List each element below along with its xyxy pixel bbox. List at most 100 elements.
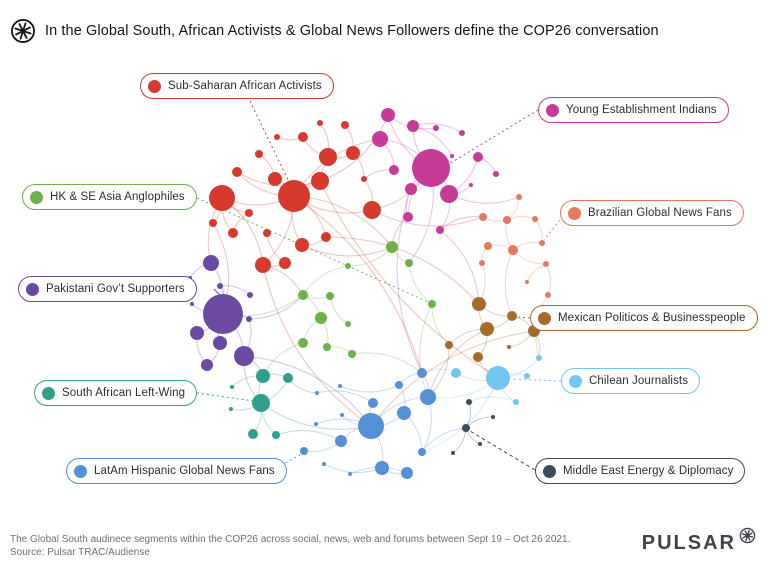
node-hk-se-asia-anglophiles [386, 241, 398, 253]
cluster-dot-south-african-left-wing [42, 386, 55, 400]
node-pakistani-govt-supporters [234, 346, 254, 366]
node-sub-saharan-african-activists [209, 185, 235, 211]
node-middle-east-energy-diplomacy [462, 424, 470, 432]
node-pakistani-govt-supporters [217, 283, 223, 289]
node-pakistani-govt-supporters [213, 336, 227, 350]
node-hk-se-asia-anglophiles [315, 312, 327, 324]
node-young-establishment-indians [372, 131, 388, 147]
cluster-dot-chilean-journalists [569, 374, 582, 388]
cluster-label-text: Pakistani Gov’t Supporters [46, 283, 185, 295]
node-young-establishment-indians [450, 154, 454, 158]
node-young-establishment-indians [433, 125, 439, 131]
node-pakistani-govt-supporters [203, 255, 219, 271]
node-south-african-left-wing [283, 373, 293, 383]
node-brazilian-global-news-fans [539, 240, 545, 246]
node-sub-saharan-african-activists [245, 209, 253, 217]
node-latam-hispanic-global-news-fans [420, 389, 436, 405]
node-brazilian-global-news-fans [508, 245, 518, 255]
node-mexican-politicos-businesspeople [472, 297, 486, 311]
node-sub-saharan-african-activists [346, 146, 360, 160]
node-sub-saharan-african-activists [363, 201, 381, 219]
edge [504, 249, 514, 317]
label-connector-brazilian-global-news-fans [543, 219, 561, 241]
node-sub-saharan-african-activists [278, 180, 310, 212]
cluster-label-latam-hispanic-global-news-fans: LatAm Hispanic Global News Fans [66, 458, 287, 484]
node-latam-hispanic-global-news-fans [300, 447, 308, 455]
node-south-african-left-wing [230, 385, 234, 389]
edge [448, 193, 520, 204]
node-sub-saharan-african-activists [319, 148, 337, 166]
node-sub-saharan-african-activists [295, 238, 309, 252]
node-middle-east-energy-diplomacy [478, 442, 482, 446]
edge [293, 195, 423, 374]
edge [302, 265, 349, 296]
node-brazilian-global-news-fans [479, 260, 485, 266]
cluster-label-young-establishment-indians: Young Establishment Indians [538, 97, 729, 123]
pulsar-logo-icon [10, 18, 36, 44]
node-middle-east-energy-diplomacy [491, 415, 495, 419]
edge [319, 180, 499, 379]
label-connector-mexican-politicos-businesspeople [516, 316, 531, 319]
caption-line: The Global South audinece segments withi… [10, 534, 571, 545]
node-latam-hispanic-global-news-fans [395, 381, 403, 389]
node-pakistani-govt-supporters [190, 302, 194, 306]
edge [512, 249, 547, 265]
edge [452, 427, 467, 454]
edge [243, 355, 372, 427]
cluster-label-text: LatAm Hispanic Global News Fans [94, 465, 275, 477]
edge [275, 430, 342, 442]
node-brazilian-global-news-fans [516, 194, 522, 200]
node-latam-hispanic-global-news-fans [340, 413, 344, 417]
node-pakistani-govt-supporters [201, 359, 213, 371]
chart-caption: The Global South audinece segments withi… [10, 533, 570, 559]
label-connector-middle-east-energy-diplomacy [469, 430, 536, 471]
node-latam-hispanic-global-news-fans [358, 413, 384, 439]
cluster-dot-pakistani-govt-supporters [26, 282, 39, 296]
edge [325, 236, 480, 305]
cluster-label-brazilian-global-news-fans: Brazilian Global News Fans [560, 200, 744, 226]
cluster-label-text: Chilean Journalists [589, 375, 689, 387]
node-young-establishment-indians [405, 183, 417, 195]
node-sub-saharan-african-activists [279, 257, 291, 269]
node-hk-se-asia-anglophiles [345, 263, 351, 269]
edge [323, 463, 383, 474]
node-sub-saharan-african-activists [311, 172, 329, 190]
node-middle-east-energy-diplomacy [466, 399, 472, 405]
cluster-label-text: Brazilian Global News Fans [588, 207, 732, 219]
node-latam-hispanic-global-news-fans [348, 472, 352, 476]
cluster-dot-latam-hispanic-global-news-fans [74, 464, 87, 478]
node-mexican-politicos-businesspeople [473, 352, 483, 362]
node-south-african-left-wing [272, 431, 280, 439]
cluster-label-text: South African Left-Wing [62, 387, 186, 399]
node-latam-hispanic-global-news-fans [314, 422, 318, 426]
node-mexican-politicos-businesspeople [507, 311, 517, 321]
node-sub-saharan-african-activists [321, 232, 331, 242]
edge [427, 328, 488, 398]
node-young-establishment-indians [436, 226, 444, 234]
node-young-establishment-indians [459, 130, 465, 136]
cluster-label-text: Middle East Energy & Diplomacy [563, 465, 734, 477]
footer: The Global South audinece segments withi… [0, 524, 768, 576]
edge [419, 303, 433, 398]
cluster-dot-mexican-politicos-businesspeople [538, 311, 551, 325]
node-hk-se-asia-anglophiles [298, 338, 308, 348]
node-hk-se-asia-anglophiles [348, 350, 356, 358]
node-hk-se-asia-anglophiles [326, 292, 334, 300]
node-sub-saharan-african-activists [209, 219, 217, 227]
node-mexican-politicos-businesspeople [507, 345, 511, 349]
node-latam-hispanic-global-news-fans [368, 398, 378, 408]
cluster-label-text: Mexican Politicos & Businesspeople [558, 312, 746, 324]
node-hk-se-asia-anglophiles [345, 321, 351, 327]
node-brazilian-global-news-fans [479, 213, 487, 221]
node-chilean-journalists [513, 399, 519, 405]
edge [339, 384, 400, 393]
node-hk-se-asia-anglophiles [298, 290, 308, 300]
cluster-dot-sub-saharan-african-activists [148, 79, 161, 93]
cluster-label-sub-saharan-african-activists: Sub-Saharan African Activists [140, 73, 334, 99]
edge [370, 330, 535, 427]
node-sub-saharan-african-activists [228, 228, 238, 238]
node-sub-saharan-african-activists [341, 121, 349, 129]
node-sub-saharan-african-activists [255, 150, 263, 158]
cluster-label-pakistani-govt-supporters: Pakistani Gov’t Supporters [18, 276, 197, 302]
node-pakistani-govt-supporters [203, 294, 243, 334]
